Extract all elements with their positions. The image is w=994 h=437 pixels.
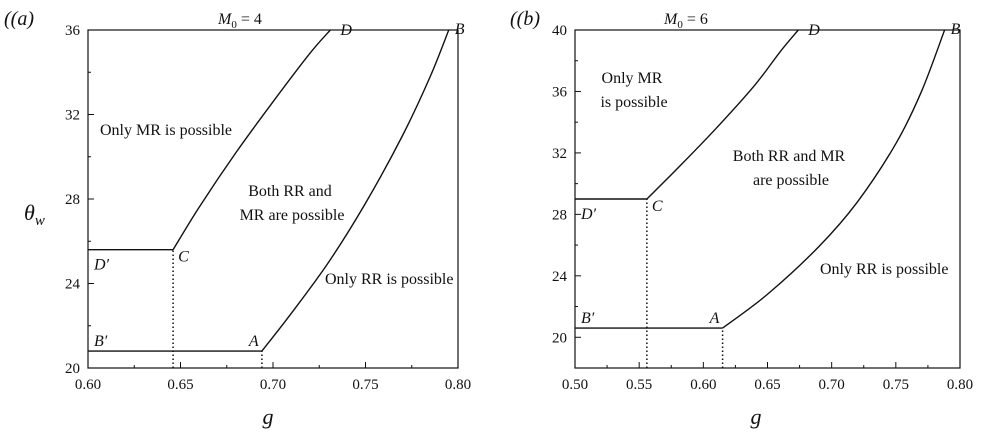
panel-b-y-tick-label: 40 xyxy=(552,23,567,39)
panel-a-x-axis-label: g xyxy=(263,404,274,429)
panel-a-y-tick-label: 20 xyxy=(65,361,80,377)
panel-b-point-label: B xyxy=(951,21,961,38)
panel-a-x-tick-label: 0.80 xyxy=(445,377,471,393)
panel-b-annotation-rr: Only RR is possible xyxy=(820,261,948,278)
panel-b-x-tick-label: 0.60 xyxy=(690,377,716,393)
panel-b-y-tick-label: 28 xyxy=(552,207,567,223)
panel-b-point-label: B′ xyxy=(581,310,595,327)
panel-b-boundary-line xyxy=(722,29,946,329)
panel-a-annotation-rr: Only RR is possible xyxy=(325,271,453,288)
panel-a-dotted-lines xyxy=(172,249,263,368)
panel-a-x-tick-label: 0.60 xyxy=(75,377,101,393)
panel-a-boundary-line xyxy=(261,29,450,352)
panel-b-annotation-mr: Only MR is possible xyxy=(600,70,667,111)
panel-b-frame xyxy=(574,29,961,369)
panel-b: ((b) M0 = 6 0.50 0.55 0.60 0.65 0.70 0.75 0.80… xyxy=(510,8,973,429)
panel-b-point-label: D xyxy=(807,22,820,39)
panel-a-label: ((a) xyxy=(4,8,34,30)
panel-b-mach-label: M0 = 6 xyxy=(663,11,708,31)
panel-b-point-labels: A B C D B′ D′ xyxy=(580,21,961,327)
panel-a-y-ticks: 20 24 28 32 36 xyxy=(65,23,94,377)
panel-a-annotation-both: Both RR and MR are possible xyxy=(240,183,345,224)
panel-a-point-label: A xyxy=(248,333,259,350)
panel-b-x-tick-label: 0.55 xyxy=(626,377,652,393)
panel-b-x-tick-label: 0.65 xyxy=(754,377,780,393)
panel-b-y-tick-label: 24 xyxy=(552,269,568,285)
panel-b-point-label: A xyxy=(709,310,720,327)
panel-b-y-ticks: 20 24 28 32 36 40 xyxy=(552,23,581,346)
panel-a-y-tick-label: 32 xyxy=(65,108,80,124)
panel-b-point-label: D′ xyxy=(580,206,597,223)
panel-a-y-tick-label: 36 xyxy=(65,23,81,39)
panel-a-mach-label: M0 = 4 xyxy=(217,11,262,31)
panel-b-annotation-both: Both RR and MR are possible xyxy=(733,148,849,189)
panel-b-boundary-line xyxy=(646,29,799,200)
panel-b-x-ticks: 0.50 0.55 0.60 0.65 0.70 0.75 0.80 xyxy=(562,362,973,393)
panel-b-x-tick-label: 0.75 xyxy=(883,377,909,393)
panel-a-x-tick-label: 0.65 xyxy=(167,377,193,393)
panel-a-annotation-mr: Only MR is possible xyxy=(100,122,232,139)
panel-b-y-tick-label: 32 xyxy=(552,146,567,162)
panel-b-x-tick-label: 0.70 xyxy=(819,377,845,393)
panel-a-point-label: C xyxy=(178,249,189,266)
panel-b-x-tick-label: 0.50 xyxy=(562,377,588,393)
panel-a-frame xyxy=(87,29,459,369)
panel-a-point-labels: A B C D B′ D′ xyxy=(93,21,465,350)
panel-a-point-label: D xyxy=(339,22,352,39)
panel-a-y-tick-label: 28 xyxy=(65,192,80,208)
panel-a-y-axis-label: θw xyxy=(24,200,45,229)
panel-a-point-label: D′ xyxy=(93,257,110,274)
panel-a-series xyxy=(88,29,450,352)
panel-a-x-tick-label: 0.75 xyxy=(352,377,378,393)
panel-a-y-tick-label: 24 xyxy=(65,277,81,293)
panel-b-dotted-lines xyxy=(646,199,724,368)
panel-a: ((a) M0 = 4 0.60 0.65 0.70 0.75 0.80 20 24 28 3… xyxy=(4,8,471,429)
panel-a-point-label: B′ xyxy=(94,333,108,350)
panel-a-boundary-line xyxy=(172,29,331,251)
panel-b-y-tick-label: 36 xyxy=(552,84,568,100)
panel-a-x-ticks: 0.60 0.65 0.70 0.75 0.80 xyxy=(75,362,471,393)
panel-b-label: ((b) xyxy=(510,8,540,30)
panel-a-x-tick-label: 0.70 xyxy=(260,377,286,393)
panel-b-x-axis-label: g xyxy=(751,404,762,429)
panel-b-x-tick-label: 0.80 xyxy=(947,377,973,393)
panel-a-point-label: B xyxy=(455,21,465,38)
panel-b-point-label: C xyxy=(652,198,663,215)
panel-b-y-tick-label: 20 xyxy=(552,330,567,346)
panel-b-series xyxy=(575,29,946,329)
